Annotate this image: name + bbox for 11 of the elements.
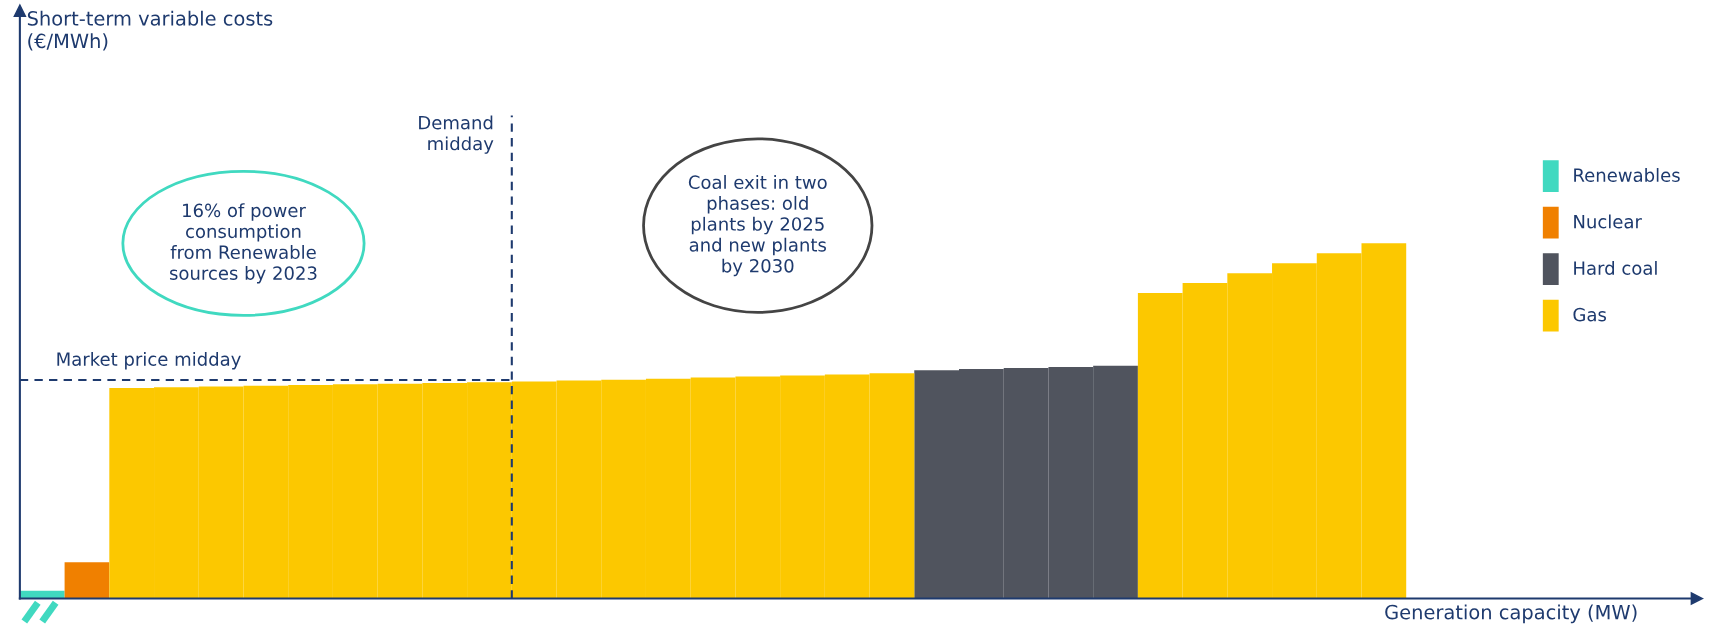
- text: Demand midday: [419, 115, 494, 154]
- legend-label: Hard coal: [1574, 261, 1657, 275]
- annotation: Coal exit in two phases: old plants by 2025 and new plants by 2030: [688, 175, 827, 277]
- x-axis-title: Generation capacity (MW): [1385, 604, 1637, 624]
- annotation: 16% of power consumption from Renewable sources by 2023: [169, 203, 317, 284]
- legend-label: Renewables: [1574, 168, 1680, 182]
- legend-label: Gas: [1573, 307, 1607, 322]
- ref-line-label: Market price midday: [57, 351, 241, 370]
- text: Short-term variable costs (€/MWh): [27, 10, 273, 51]
- bar: [64, 562, 110, 599]
- legend-label: Nuclear: [1574, 214, 1642, 229]
